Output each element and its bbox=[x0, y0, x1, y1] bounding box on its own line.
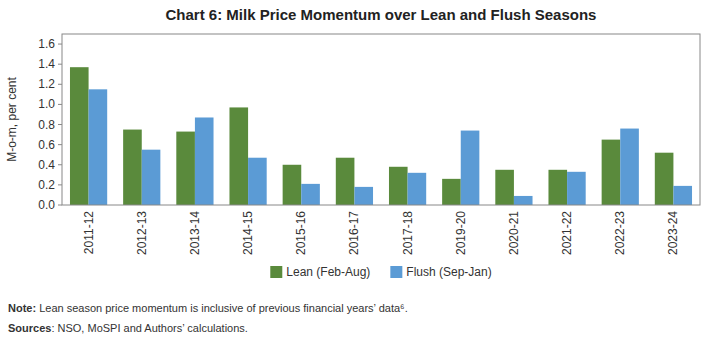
legend: Lean (Feb-Aug) Flush (Sep-Jan) bbox=[270, 265, 491, 279]
y-tick-label: 0.2 bbox=[38, 178, 55, 192]
y-tick-label: 0.4 bbox=[38, 158, 55, 172]
bar bbox=[70, 67, 89, 205]
x-tick-label: 2022-23 bbox=[613, 211, 627, 255]
legend-swatch bbox=[390, 266, 402, 278]
y-tick-label: 1.4 bbox=[38, 57, 55, 71]
legend-label: Flush (Sep-Jan) bbox=[406, 265, 491, 279]
x-tick-label: 2013-14 bbox=[188, 211, 202, 255]
x-tick-label: 2023-24 bbox=[666, 211, 680, 255]
y-tick bbox=[58, 184, 62, 185]
bar bbox=[229, 107, 248, 205]
y-tick-label: 0.0 bbox=[38, 198, 55, 212]
bar bbox=[248, 158, 267, 205]
bar bbox=[408, 173, 427, 205]
y-tick bbox=[58, 144, 62, 145]
y-tick bbox=[58, 44, 62, 45]
y-axis-label: M-o-m, per cent bbox=[5, 76, 19, 161]
annotation-part: : NSO, MoSPI and Authors’ calculations. bbox=[51, 322, 247, 334]
chart: Chart 6: Milk Price Momentum over Lean a… bbox=[0, 0, 712, 345]
y-tick bbox=[58, 164, 62, 165]
y-tick bbox=[58, 64, 62, 65]
bar bbox=[123, 130, 142, 205]
y-tick-label: 1.6 bbox=[38, 37, 55, 51]
bar bbox=[176, 132, 195, 205]
annotation-part: Sources bbox=[8, 322, 51, 334]
y-tick-label: 0.6 bbox=[38, 138, 55, 152]
bar bbox=[602, 140, 621, 205]
y-tick bbox=[58, 84, 62, 85]
y-tick bbox=[58, 104, 62, 105]
bar bbox=[442, 179, 461, 205]
y-tick-label: 1.0 bbox=[38, 97, 55, 111]
x-tick-label: 2021-22 bbox=[560, 211, 574, 255]
x-tick-label: 2016-17 bbox=[347, 211, 361, 255]
y-tick bbox=[58, 124, 62, 125]
y-tick-label: 1.2 bbox=[38, 77, 55, 91]
legend-label: Lean (Feb-Aug) bbox=[286, 265, 370, 279]
annotation: Note: Lean season price momentum is incl… bbox=[8, 302, 408, 314]
plot-frame bbox=[62, 34, 700, 205]
bar bbox=[673, 186, 692, 205]
annotation: Sources: NSO, MoSPI and Authors’ calcula… bbox=[8, 322, 248, 334]
bar bbox=[655, 153, 674, 205]
x-tick-label: 2019-20 bbox=[454, 211, 468, 255]
bar bbox=[548, 170, 567, 205]
bar bbox=[620, 129, 639, 205]
x-tick-label: 2011-12 bbox=[82, 211, 96, 254]
x-tick-label: 2020-21 bbox=[507, 211, 521, 255]
x-tick-label: 2014-15 bbox=[241, 211, 255, 255]
annotation-part: Note: bbox=[8, 302, 36, 314]
bar bbox=[514, 196, 533, 205]
bar bbox=[195, 117, 214, 205]
legend-swatch bbox=[270, 266, 282, 278]
annotation-part: Lean season price momentum is inclusive … bbox=[36, 302, 408, 314]
bar bbox=[142, 150, 161, 205]
x-tick-label: 2015-16 bbox=[294, 211, 308, 255]
bar bbox=[389, 167, 408, 205]
bar bbox=[495, 170, 514, 205]
bar bbox=[283, 165, 302, 205]
title: Chart 6: Milk Price Momentum over Lean a… bbox=[166, 6, 597, 23]
y-tick bbox=[58, 205, 62, 206]
bars bbox=[70, 67, 692, 205]
x-tick-label: 2012-13 bbox=[135, 211, 149, 255]
bar bbox=[567, 172, 586, 205]
bar bbox=[301, 184, 320, 205]
x-tick-label: 2017-18 bbox=[401, 211, 415, 255]
bar bbox=[354, 187, 373, 205]
bar bbox=[461, 131, 480, 205]
y-tick-label: 0.8 bbox=[38, 118, 55, 132]
bar bbox=[89, 89, 108, 205]
bar bbox=[336, 158, 355, 205]
